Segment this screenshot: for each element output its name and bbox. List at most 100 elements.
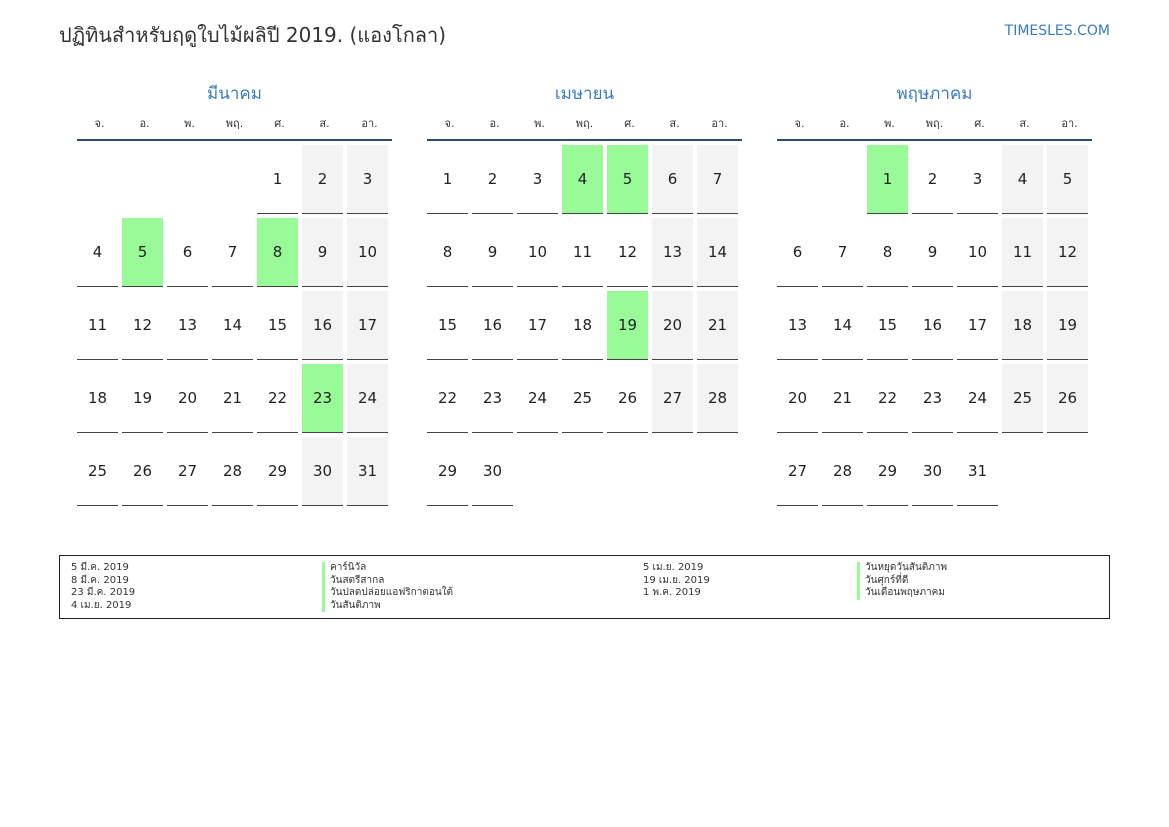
day-cell: 11 bbox=[562, 218, 603, 287]
day-cell: 28 bbox=[212, 437, 253, 506]
day-cell: 5 bbox=[1047, 145, 1088, 214]
day-cell: 24 bbox=[347, 364, 388, 433]
weekday-label: จ. bbox=[794, 117, 805, 130]
holiday-day-cell: 1 bbox=[867, 145, 908, 214]
day-cell: 17 bbox=[957, 291, 998, 360]
day-cell: 4 bbox=[1002, 145, 1043, 214]
day-cell: 29 bbox=[427, 437, 468, 506]
weekday-label: อา. bbox=[1061, 117, 1078, 130]
day-cell: 9 bbox=[302, 218, 343, 287]
legend-dates-right: 5 เม.ย. 2019 19 เม.ย. 2019 1 พ.ค. 2019 bbox=[643, 562, 710, 600]
day-cell: 30 bbox=[912, 437, 953, 506]
day-cell: 7 bbox=[212, 218, 253, 287]
empty-cell bbox=[212, 145, 253, 214]
legend-holiday-name: วันปลดปล่อยแอฟริกาตอนใต้ bbox=[322, 587, 453, 600]
legend-date: 5 มี.ค. 2019 bbox=[71, 562, 129, 573]
day-cell: 30 bbox=[472, 437, 513, 506]
day-cell: 26 bbox=[122, 437, 163, 506]
day-cell: 19 bbox=[122, 364, 163, 433]
day-cell: 18 bbox=[77, 364, 118, 433]
legend-holiday-name: วันหยุดวันสันติภาพ bbox=[857, 562, 947, 575]
legend-names-right: วันหยุดวันสันติภาพ วันศุกร์ที่ดี วันเดือนพ… bbox=[857, 562, 947, 600]
day-cell: 18 bbox=[1002, 291, 1043, 360]
day-cell: 20 bbox=[652, 291, 693, 360]
day-cell: 25 bbox=[562, 364, 603, 433]
legend-holiday-name: วันสันติภาพ bbox=[322, 599, 453, 612]
holiday-day-cell: 4 bbox=[562, 145, 603, 214]
month-name: พฤษภาคม bbox=[896, 84, 973, 104]
day-cell: 12 bbox=[122, 291, 163, 360]
day-cell: 19 bbox=[1047, 291, 1088, 360]
day-cell: 21 bbox=[822, 364, 863, 433]
legend-date: 23 มี.ค. 2019 bbox=[71, 587, 136, 598]
day-cell: 18 bbox=[562, 291, 603, 360]
legend-date: 8 มี.ค. 2019 bbox=[71, 574, 129, 586]
day-cell: 10 bbox=[517, 218, 558, 287]
day-cell: 26 bbox=[607, 364, 648, 433]
day-cell: 6 bbox=[652, 145, 693, 214]
day-grid: 1 2 3 4 5 6 7 8 9 10 11 12 13 14 15 16 17 18 19 20 21 22 23 24 2… bbox=[77, 141, 392, 506]
day-cell: 3 bbox=[957, 145, 998, 214]
day-cell: 22 bbox=[257, 364, 298, 433]
month-name: เมษายน bbox=[554, 84, 615, 104]
legend-holiday-name: วันเดือนพฤษภาคม bbox=[857, 587, 947, 600]
day-cell: 31 bbox=[957, 437, 998, 506]
day-cell: 25 bbox=[77, 437, 118, 506]
day-cell: 21 bbox=[212, 364, 253, 433]
day-cell: 25 bbox=[1002, 364, 1043, 433]
day-cell: 4 bbox=[77, 218, 118, 287]
month-calendar: พฤษภาคม จ. อ. พ. พฤ. ศ. ส. อา. 1 2 3 4 5 6 7 8 9 10 11 12 13… bbox=[777, 82, 1092, 506]
day-cell: 20 bbox=[777, 364, 818, 433]
day-cell: 13 bbox=[652, 218, 693, 287]
legend-holiday-name: คาร์นิวัล bbox=[322, 562, 453, 575]
day-cell: 10 bbox=[957, 218, 998, 287]
day-cell: 13 bbox=[167, 291, 208, 360]
weekday-header: จ. อ. พ. พฤ. ศ. ส. อา. bbox=[77, 107, 392, 141]
empty-cell bbox=[77, 145, 118, 214]
empty-cell bbox=[777, 145, 818, 214]
day-cell: 9 bbox=[472, 218, 513, 287]
empty-cell bbox=[122, 145, 163, 214]
day-cell: 29 bbox=[257, 437, 298, 506]
weekday-label: ส. bbox=[1019, 117, 1030, 130]
legend-names-left: คาร์นิวัล วันสตรีสากล วันปลดปล่อยแอฟริกาตอ… bbox=[322, 562, 453, 612]
day-cell: 16 bbox=[472, 291, 513, 360]
legend-date: 4 เม.ย. 2019 bbox=[71, 599, 132, 611]
site-link[interactable]: TIMESLES.COM bbox=[1004, 23, 1110, 39]
weekday-label: พฤ. bbox=[225, 117, 244, 130]
legend-dates-left: 5 มี.ค. 2019 8 มี.ค. 2019 23 มี.ค. 2019 4 เ… bbox=[71, 562, 135, 612]
day-cell: 8 bbox=[427, 218, 468, 287]
day-cell: 31 bbox=[347, 437, 388, 506]
day-cell: 2 bbox=[912, 145, 953, 214]
day-cell: 11 bbox=[1002, 218, 1043, 287]
weekday-label: อา. bbox=[711, 117, 728, 130]
day-cell: 7 bbox=[822, 218, 863, 287]
day-cell: 29 bbox=[867, 437, 908, 506]
month-name: มีนาคม bbox=[207, 84, 262, 104]
legend-date: 1 พ.ค. 2019 bbox=[643, 587, 701, 598]
holiday-day-cell: 5 bbox=[607, 145, 648, 214]
day-cell: 1 bbox=[427, 145, 468, 214]
day-cell: 22 bbox=[867, 364, 908, 433]
legend-date: 19 เม.ย. 2019 bbox=[643, 574, 710, 586]
day-cell: 23 bbox=[912, 364, 953, 433]
day-cell: 9 bbox=[912, 218, 953, 287]
day-cell: 17 bbox=[517, 291, 558, 360]
day-cell: 13 bbox=[777, 291, 818, 360]
weekday-label: ศ. bbox=[274, 117, 285, 130]
day-cell: 15 bbox=[427, 291, 468, 360]
day-cell: 2 bbox=[302, 145, 343, 214]
legend-date: 5 เม.ย. 2019 bbox=[643, 562, 704, 573]
holiday-legend: 5 มี.ค. 2019 8 มี.ค. 2019 23 มี.ค. 2019 4 เ… bbox=[59, 555, 1110, 619]
day-grid: 1 2 3 4 5 6 7 8 9 10 11 12 13 14 15 16 17 18 19 20 21 22 23 24 2… bbox=[427, 141, 742, 506]
day-cell: 14 bbox=[822, 291, 863, 360]
day-cell: 27 bbox=[167, 437, 208, 506]
day-cell: 28 bbox=[697, 364, 738, 433]
day-cell: 1 bbox=[257, 145, 298, 214]
day-cell: 17 bbox=[347, 291, 388, 360]
weekday-header: จ. อ. พ. พฤ. ศ. ส. อา. bbox=[427, 107, 742, 141]
day-cell: 12 bbox=[1047, 218, 1088, 287]
day-cell: 14 bbox=[697, 218, 738, 287]
weekday-label: พฤ. bbox=[575, 117, 594, 130]
day-cell: 22 bbox=[427, 364, 468, 433]
